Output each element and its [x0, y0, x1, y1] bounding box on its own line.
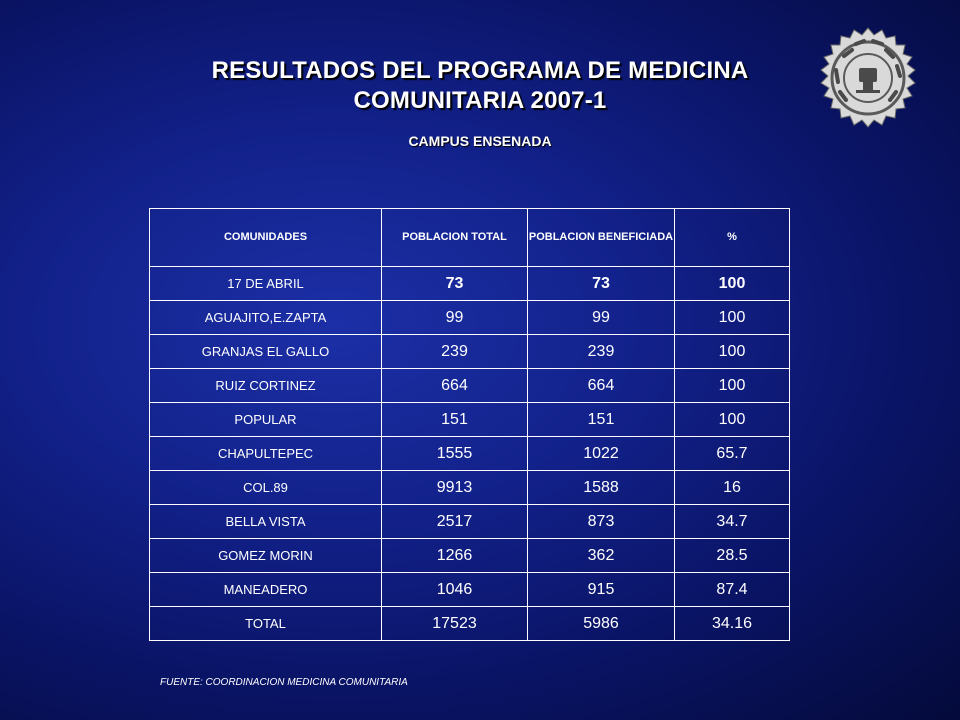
cell-percent: 28.5: [674, 538, 790, 573]
cell-beneficiada: 664: [527, 368, 675, 403]
cell-community: GRANJAS EL GALLO: [149, 334, 382, 369]
table-row: POPULAR 151 151 100: [149, 402, 790, 437]
table-row: COL.89 9913 1588 16: [149, 470, 790, 505]
cell-beneficiada: 362: [527, 538, 675, 573]
cell-percent: 100: [674, 334, 790, 369]
cell-total: 664: [381, 368, 528, 403]
slide-title: RESULTADOS DEL PROGRAMA DE MEDICINA COMU…: [120, 56, 840, 116]
cell-percent: 100: [674, 266, 790, 301]
cell-community: TOTAL: [149, 606, 382, 641]
table-row: MANEADERO 1046 915 87.4: [149, 572, 790, 607]
cell-total: 17523: [381, 606, 528, 641]
cell-community: GOMEZ MORIN: [149, 538, 382, 573]
cell-percent: 100: [674, 368, 790, 403]
cell-total: 2517: [381, 504, 528, 539]
table-total-row: TOTAL 17523 5986 34.16: [149, 606, 790, 641]
cell-beneficiada: 873: [527, 504, 675, 539]
table-row: GRANJAS EL GALLO 239 239 100: [149, 334, 790, 369]
results-table: COMUNIDADES POBLACION TOTAL POBLACION BE…: [149, 208, 790, 641]
cell-total: 73: [381, 266, 528, 301]
cell-community: 17 DE ABRIL: [149, 266, 382, 301]
title-line-1: RESULTADOS DEL PROGRAMA DE MEDICINA: [211, 57, 749, 84]
table-row: RUIZ CORTINEZ 664 664 100: [149, 368, 790, 403]
cell-total: 1555: [381, 436, 528, 471]
table-header-row: COMUNIDADES POBLACION TOTAL POBLACION BE…: [149, 208, 790, 267]
cell-beneficiada: 151: [527, 402, 675, 437]
cell-percent: 16: [674, 470, 790, 505]
cell-beneficiada: 1588: [527, 470, 675, 505]
table-row: BELLA VISTA 2517 873 34.7: [149, 504, 790, 539]
cell-community: AGUAJITO,E.ZAPTA: [149, 300, 382, 335]
university-seal-icon: [820, 27, 916, 128]
cell-total: 9913: [381, 470, 528, 505]
cell-percent: 87.4: [674, 572, 790, 607]
cell-percent: 65.7: [674, 436, 790, 471]
cell-total: 1266: [381, 538, 528, 573]
header-poblacion-total: POBLACION TOTAL: [381, 208, 528, 267]
cell-total: 99: [381, 300, 528, 335]
header-comunidades: COMUNIDADES: [149, 208, 382, 267]
cell-beneficiada: 915: [527, 572, 675, 607]
cell-percent: 34.7: [674, 504, 790, 539]
cell-total: 239: [381, 334, 528, 369]
cell-community: BELLA VISTA: [149, 504, 382, 539]
cell-total: 1046: [381, 572, 528, 607]
cell-total: 151: [381, 402, 528, 437]
cell-percent: 100: [674, 300, 790, 335]
cell-community: RUIZ CORTINEZ: [149, 368, 382, 403]
table-row: AGUAJITO,E.ZAPTA 99 99 100: [149, 300, 790, 335]
cell-beneficiada: 5986: [527, 606, 675, 641]
cell-beneficiada: 239: [527, 334, 675, 369]
cell-beneficiada: 99: [527, 300, 675, 335]
cell-community: POPULAR: [149, 402, 382, 437]
header-poblacion-beneficiada: POBLACION BENEFICIADA: [527, 208, 675, 267]
table-row: GOMEZ MORIN 1266 362 28.5: [149, 538, 790, 573]
cell-beneficiada: 1022: [527, 436, 675, 471]
table-row: CHAPULTEPEC 1555 1022 65.7: [149, 436, 790, 471]
cell-community: COL.89: [149, 470, 382, 505]
table-row: 17 DE ABRIL 73 73 100: [149, 266, 790, 301]
cell-percent: 100: [674, 402, 790, 437]
slide-subtitle: CAMPUS ENSENADA: [408, 133, 552, 149]
title-line-2: COMUNITARIA 2007-1: [353, 87, 607, 114]
cell-community: CHAPULTEPEC: [149, 436, 382, 471]
header-percent: %: [674, 208, 790, 267]
cell-community: MANEADERO: [149, 572, 382, 607]
cell-beneficiada: 73: [527, 266, 675, 301]
source-note: FUENTE: COORDINACION MEDICINA COMUNITARI…: [160, 677, 408, 688]
cell-percent: 34.16: [674, 606, 790, 641]
